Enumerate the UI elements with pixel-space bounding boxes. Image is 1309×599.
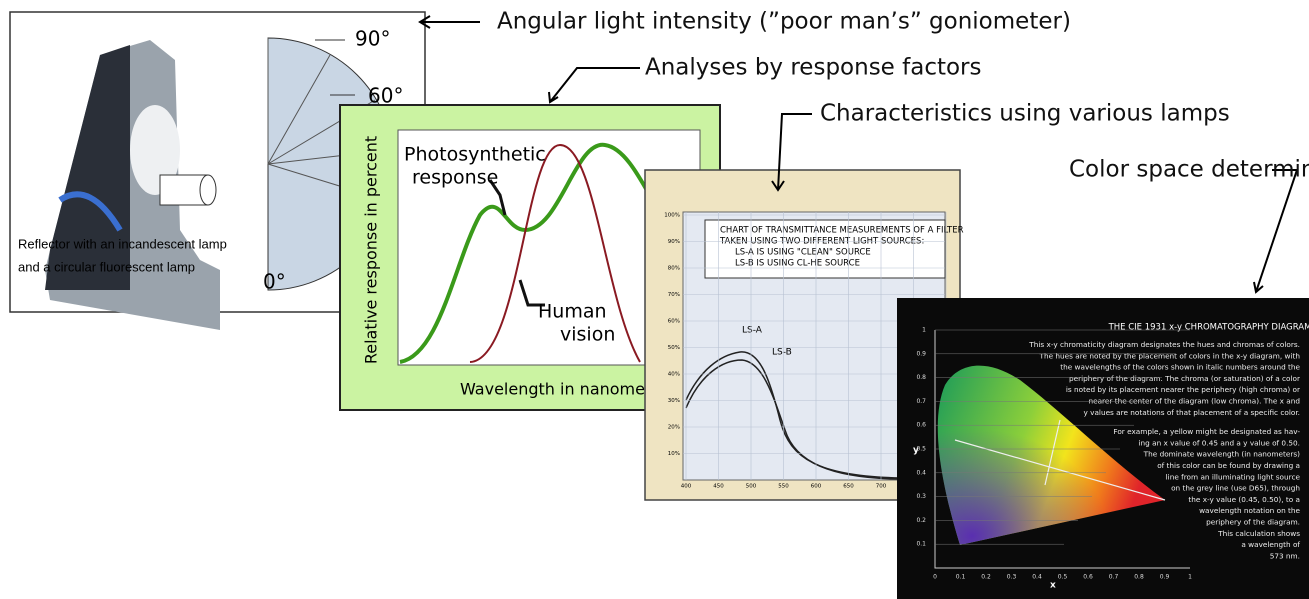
y-tick-label: 0.1 [916, 541, 926, 548]
y-tick-label: 0.7 [916, 398, 926, 405]
y-tick-label: 90% [668, 239, 680, 245]
cie-text: For example, a yellow might be designate… [1113, 427, 1300, 436]
cie-text: periphery of the diagram. [1206, 518, 1300, 527]
x-tick-label: 0.8 [1134, 574, 1144, 581]
cie-text: ing an x value of 0.45 and a y value of … [1139, 438, 1300, 447]
y-tick-label: 20% [668, 425, 680, 431]
chart-title: LS-A IS USING "CLEAN" SOURCE [735, 248, 871, 258]
y-tick-label: 100% [664, 213, 680, 219]
callout: Color space determinations [1069, 157, 1309, 183]
x-tick-label: 0.1 [956, 574, 966, 581]
curve-label: LS-B [772, 348, 792, 358]
caption: and a circular fluorescent lamp [18, 259, 195, 274]
x-tick-label: 0.4 [1032, 574, 1042, 581]
cie-text: line from an illuminating light source [1166, 472, 1301, 481]
y-tick-label: 0.2 [916, 517, 926, 524]
cie-text: a wavelength of [1241, 540, 1300, 549]
y-tick-label: 0.8 [916, 374, 926, 381]
y-tick-label: 0.3 [916, 493, 926, 500]
cie-text: is noted by its placement nearer the per… [1066, 385, 1300, 394]
curve-label: Human [538, 301, 607, 323]
y-tick-label: 0.9 [916, 350, 926, 357]
x-axis-label: x [1050, 581, 1056, 591]
y-tick-label: 1 [922, 327, 926, 334]
cie-text: The dominate wavelength (in nanometers) [1143, 450, 1300, 459]
x-tick-label: 0.2 [981, 574, 991, 581]
caption: Reflector with an incandescent lamp [18, 236, 227, 251]
cie-text: periphery of the diagram. The chroma (or… [1069, 374, 1300, 383]
cie-title: THE CIE 1931 x-y CHROMATOGRAPHY DIAGRAM [1108, 323, 1309, 333]
angle-label: 60° [368, 84, 403, 108]
cie-text: y values are notations of that placement… [1083, 408, 1300, 417]
y-tick-label: 80% [668, 266, 680, 272]
curve-label: Photosynthetic [404, 144, 546, 166]
cie-panel: THE CIE 1931 x-y CHROMATOGRAPHY DIAGRAM … [897, 298, 1309, 599]
x-axis-label: Wavelength in nanometers [460, 380, 676, 399]
x-tick-label: 0 [933, 574, 937, 581]
y-tick-label: 40% [668, 372, 680, 378]
x-tick-label: 0.7 [1109, 574, 1119, 581]
angle-label: 90° [355, 27, 390, 51]
cie-text: the wavelengths of the colors shown in i… [1060, 363, 1300, 372]
curve-label: response [412, 167, 498, 189]
chart-title: CHART OF TRANSMITTANCE MEASUREMENTS OF A… [720, 226, 964, 236]
x-tick-label: 0.3 [1007, 574, 1017, 581]
cie-text: on the grey line (use D65), through [1171, 484, 1300, 493]
y-axis-label: Relative response in percent [362, 136, 381, 364]
y-tick-label: 70% [668, 292, 680, 298]
cie-text: of this color can be found by drawing a [1157, 461, 1300, 470]
cie-text: This calculation shows [1217, 529, 1300, 538]
cie-text: wavelength notation on the [1199, 506, 1300, 515]
y-tick-label: 30% [668, 398, 680, 404]
cie-text: the x-y value (0.45, 0.50), to a [1188, 495, 1300, 504]
y-tick-label: 50% [668, 345, 680, 351]
angle-label: 0° [263, 270, 286, 294]
callout: Characteristics using various lamps [820, 101, 1230, 127]
callout: Angular light intensity (”poor man’s” go… [497, 9, 1071, 35]
cie-text: The hues are noted by the placement of c… [1039, 351, 1301, 360]
x-tick-label: 0.9 [1160, 574, 1170, 581]
x-tick-label: 700 [876, 484, 887, 490]
chart-title: LS-B IS USING CL-HE SOURCE [735, 259, 860, 269]
x-tick-label: 550 [778, 484, 789, 490]
x-tick-label: 0.6 [1083, 574, 1093, 581]
cie-text: 573 nm. [1270, 551, 1300, 560]
curve-label: LS-A [742, 326, 763, 336]
x-tick-label: 400 [681, 484, 692, 490]
cie-text: This x-y chromaticity diagram designates… [1028, 340, 1300, 349]
y-tick-label: 10% [668, 451, 680, 457]
curve-label: vision [560, 324, 615, 346]
cie-text: nearer the center of the diagram (low ch… [1088, 397, 1300, 406]
y-axis-label: y [913, 446, 919, 456]
y-tick-label: 0.4 [916, 469, 926, 476]
x-tick-label: 600 [811, 484, 822, 490]
y-tick-label: 0.5 [916, 446, 926, 453]
x-tick-label: 500 [746, 484, 757, 490]
x-tick-label: 450 [713, 484, 724, 490]
callouts: Angular light intensity (”poor man’s” go… [418, 9, 1309, 294]
y-tick-label: 60% [668, 319, 680, 325]
x-tick-label: 650 [843, 484, 854, 490]
x-tick-label: 0.5 [1058, 574, 1068, 581]
callout: Analyses by response factors [645, 55, 982, 81]
x-tick-label: 1 [1188, 574, 1192, 581]
y-tick-label: 0.6 [916, 422, 926, 429]
